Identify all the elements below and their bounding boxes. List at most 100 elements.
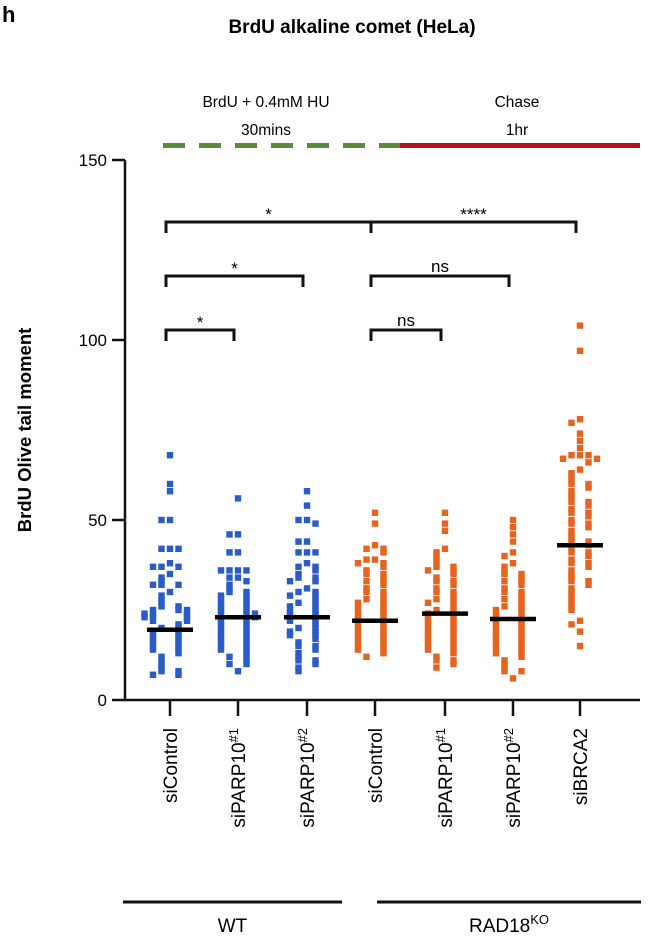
data-point xyxy=(441,545,449,552)
data-point xyxy=(380,599,387,606)
data-point xyxy=(433,556,440,563)
data-point xyxy=(243,642,250,650)
data-point xyxy=(424,628,432,635)
data-point xyxy=(501,567,508,574)
data-point xyxy=(568,520,575,527)
significance-label: ns xyxy=(397,311,415,330)
y-axis-label: BrdU Olive tail moment xyxy=(14,328,35,533)
data-point xyxy=(380,549,387,556)
data-point xyxy=(433,563,440,570)
data-point xyxy=(585,552,592,560)
data-point xyxy=(380,635,387,642)
data-point xyxy=(158,603,165,610)
data-point xyxy=(568,452,575,459)
data-point xyxy=(158,581,165,588)
data-point xyxy=(149,563,157,570)
data-point xyxy=(243,578,250,585)
data-point xyxy=(243,603,250,610)
data-point xyxy=(424,624,432,632)
data-point xyxy=(424,646,432,653)
data-point xyxy=(424,632,432,639)
data-point xyxy=(303,502,311,509)
data-point xyxy=(175,646,182,653)
data-point xyxy=(141,610,148,617)
data-point xyxy=(424,642,432,650)
data-point xyxy=(158,668,165,675)
data-point xyxy=(518,653,525,660)
comparison-bracket xyxy=(369,220,578,233)
data-point xyxy=(371,520,379,527)
data-point xyxy=(312,588,319,596)
data-point xyxy=(450,563,457,570)
data-point xyxy=(149,639,157,646)
data-point xyxy=(166,588,174,596)
data-point xyxy=(433,596,440,603)
data-point xyxy=(433,578,440,585)
data-point xyxy=(492,650,500,657)
data-point xyxy=(312,660,319,668)
data-point xyxy=(501,596,508,603)
significance-label: * xyxy=(265,205,272,224)
data-point xyxy=(518,632,525,639)
data-point xyxy=(568,419,575,426)
data-point xyxy=(295,657,302,664)
data-point xyxy=(518,578,525,585)
data-point xyxy=(518,610,525,617)
data-point xyxy=(501,668,508,675)
data-point xyxy=(175,632,182,639)
data-point xyxy=(492,606,500,614)
data-point xyxy=(217,628,225,635)
data-point xyxy=(568,531,575,538)
data-point xyxy=(518,635,525,642)
data-point xyxy=(175,635,182,642)
data-point xyxy=(243,632,250,639)
data-point xyxy=(441,509,449,516)
data-point xyxy=(295,624,302,632)
data-point xyxy=(380,621,387,628)
data-point xyxy=(158,657,165,664)
data-point xyxy=(585,520,592,527)
data-point xyxy=(354,610,362,617)
data-point xyxy=(149,635,157,642)
data-point xyxy=(312,617,319,624)
data-point xyxy=(380,624,387,632)
data-point xyxy=(568,491,575,498)
data-point xyxy=(312,621,319,628)
data-point xyxy=(243,596,250,603)
data-point xyxy=(303,538,311,545)
data-point xyxy=(492,642,500,650)
data-point xyxy=(243,592,250,599)
data-point xyxy=(243,624,250,632)
data-point xyxy=(243,610,250,617)
x-tick-label: siPARP10#2 xyxy=(501,728,525,828)
data-point xyxy=(568,596,575,603)
data-point xyxy=(518,624,525,632)
data-point xyxy=(243,650,250,657)
data-point xyxy=(286,610,294,617)
data-point xyxy=(149,671,157,678)
data-point xyxy=(380,545,387,552)
data-point xyxy=(363,653,370,660)
data-point xyxy=(501,585,508,592)
data-point xyxy=(363,578,370,585)
data-point xyxy=(243,635,250,642)
data-point xyxy=(568,488,575,495)
x-tick-label: siBRCA2 xyxy=(571,728,592,805)
data-point xyxy=(509,560,517,567)
data-point xyxy=(217,642,225,650)
data-point xyxy=(501,660,508,668)
data-point xyxy=(295,668,302,675)
data-point xyxy=(380,560,387,567)
data-point xyxy=(217,617,225,624)
data-point xyxy=(450,599,457,606)
data-point xyxy=(450,581,457,588)
data-point xyxy=(568,480,575,488)
data-point xyxy=(501,563,508,570)
data-point xyxy=(380,578,387,585)
data-point xyxy=(286,628,294,635)
data-point xyxy=(354,603,362,610)
data-point xyxy=(363,545,370,552)
data-point xyxy=(585,581,592,588)
data-point xyxy=(175,639,182,646)
data-point xyxy=(371,542,379,549)
